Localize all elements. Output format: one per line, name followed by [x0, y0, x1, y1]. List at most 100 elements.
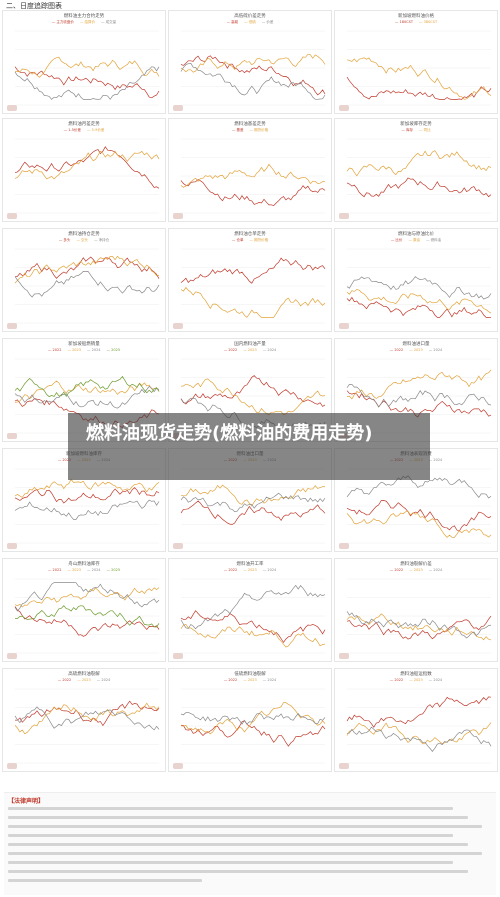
- chart-title: 新加坡船燃销量: [68, 342, 100, 347]
- chart-plot: [180, 248, 326, 324]
- series-line: [346, 726, 492, 752]
- legend-item: — 2024: [428, 348, 443, 352]
- legend-item: — 结算价: [79, 20, 96, 24]
- legend-item: — 180CST: [394, 20, 413, 24]
- legal-disclaimer: 【法律声明】: [4, 792, 496, 895]
- legend-item: — 2025: [106, 348, 121, 352]
- legend-item: — 价差: [261, 20, 274, 24]
- series-line: [346, 383, 492, 408]
- disclaimer-line: [8, 852, 483, 855]
- legend-item: — 5-9价差: [87, 128, 105, 132]
- series-line: [346, 611, 492, 639]
- chart-plot: [180, 468, 326, 544]
- series-line: [14, 487, 160, 504]
- chart-panel: 燃料油船运指数 — 2022 — 2023 — 2024: [334, 668, 498, 772]
- series-line: [180, 55, 326, 96]
- legend-item: — 原油: [408, 238, 421, 242]
- legend-item: — 2023: [409, 678, 423, 682]
- chart-panel: 高硫燃料油裂解 — 2022 — 2023 — 2024: [2, 668, 166, 772]
- disclaimer-line: [8, 834, 454, 837]
- chart-legend: — 2022 — 2023 — 2024: [341, 678, 491, 682]
- legend-item: — 2022: [223, 568, 238, 572]
- chart-panel: 燃料油与原油比价 — 比价 — 原油 — 燃料油: [334, 228, 498, 332]
- legend-item: — 低硫: [244, 20, 256, 24]
- legend-item: — 2024: [262, 678, 277, 682]
- chart-panel: 燃料油仓单走势 — 仓单 — 期货价格: [168, 228, 332, 332]
- legend-item: — 2023: [67, 348, 81, 352]
- legend-item: — 2023: [243, 568, 257, 572]
- series-line: [14, 582, 160, 612]
- series-line: [14, 380, 160, 403]
- series-line: [180, 500, 326, 525]
- logo-watermark: [7, 543, 17, 549]
- logo-watermark: [7, 763, 17, 769]
- chart-title: 燃料油主力合约走势: [63, 14, 105, 19]
- chart-panel: 燃料油持仓走势 — 多头 — 空头 — 净持仓: [2, 228, 166, 332]
- logo-watermark: [339, 543, 349, 549]
- logo-watermark: [339, 763, 349, 769]
- series-line: [346, 150, 492, 177]
- chart-title: 燃料油基差走势: [234, 122, 266, 127]
- legend-item: — 空头: [76, 238, 89, 242]
- legend-item: — 2022: [47, 348, 62, 352]
- chart-legend: — 2022 — 2023 — 2024: [9, 678, 159, 682]
- chart-plot: [14, 248, 160, 324]
- logo-watermark: [339, 323, 349, 329]
- chart-plot: [14, 30, 160, 106]
- series-line: [180, 623, 326, 648]
- series-line: [14, 478, 160, 498]
- legend-item: — 期货价格: [249, 128, 269, 132]
- legend-item: — 2022: [389, 678, 404, 682]
- chart-title: 燃料油月差走势: [68, 122, 100, 127]
- logo-watermark: [173, 543, 183, 549]
- chart-plot: [346, 30, 492, 106]
- chart-title: 燃料油裂解价差: [400, 562, 432, 567]
- series-line: [14, 700, 160, 727]
- logo-watermark: [173, 323, 183, 329]
- legend-item: — 净持仓: [94, 238, 110, 242]
- series-line: [180, 286, 326, 318]
- legend-item: — 2024: [96, 678, 111, 682]
- chart-title: 燃料油与原油比价: [398, 232, 434, 237]
- disclaimer-line: [8, 825, 483, 828]
- legend-item: — 2023: [409, 568, 423, 572]
- legend-item: — 仓单: [231, 238, 244, 242]
- legend-item: — 2022: [47, 568, 62, 572]
- chart-title: 高低硫价差走势: [234, 14, 266, 19]
- series-line: [180, 711, 326, 725]
- chart-legend: — 2022 — 2023 — 2024: [175, 678, 325, 682]
- legend-item: — 2023: [67, 568, 81, 572]
- legend-item: — 2023: [77, 678, 91, 682]
- legend-item: — 2023: [409, 348, 423, 352]
- chart-plot: [180, 688, 326, 764]
- series-line: [346, 500, 492, 532]
- chart-legend: — 仓单 — 期货价格: [175, 238, 325, 243]
- logo-watermark: [7, 433, 17, 439]
- chart-title: 高硫燃料油裂解: [68, 672, 100, 677]
- disclaimer-line: [8, 816, 468, 819]
- legend-item: — 2022: [389, 568, 404, 572]
- chart-panel: 新加坡库存走势 — 库存 — 同比: [334, 118, 498, 222]
- series-line: [180, 484, 326, 507]
- logo-watermark: [173, 653, 183, 659]
- series-line: [14, 499, 160, 520]
- disclaimer-line: [8, 861, 454, 864]
- series-line: [346, 510, 492, 538]
- legend-item: — 2022: [223, 348, 238, 352]
- legend-item: — 主力收盘价: [51, 20, 74, 24]
- series-line: [14, 56, 160, 78]
- series-line: [180, 702, 326, 735]
- legend-item: — 2022: [389, 348, 404, 352]
- series-line: [346, 177, 492, 198]
- chart-legend: — 2022 — 2023 — 2024 — 2025: [9, 568, 159, 572]
- legend-item: — 高硫: [226, 20, 239, 24]
- series-line: [346, 369, 492, 400]
- series-line: [14, 146, 160, 189]
- chart-legend: — 1-5价差 — 5-9价差: [9, 128, 159, 133]
- legend-item: — 2022: [57, 458, 72, 462]
- series-line: [14, 256, 160, 279]
- chart-panel: 高低硫价差走势 — 高硫 — 低硫 — 价差: [168, 10, 332, 114]
- legend-item: — 2024: [428, 568, 443, 572]
- chart-plot: [180, 138, 326, 214]
- logo-watermark: [7, 213, 17, 219]
